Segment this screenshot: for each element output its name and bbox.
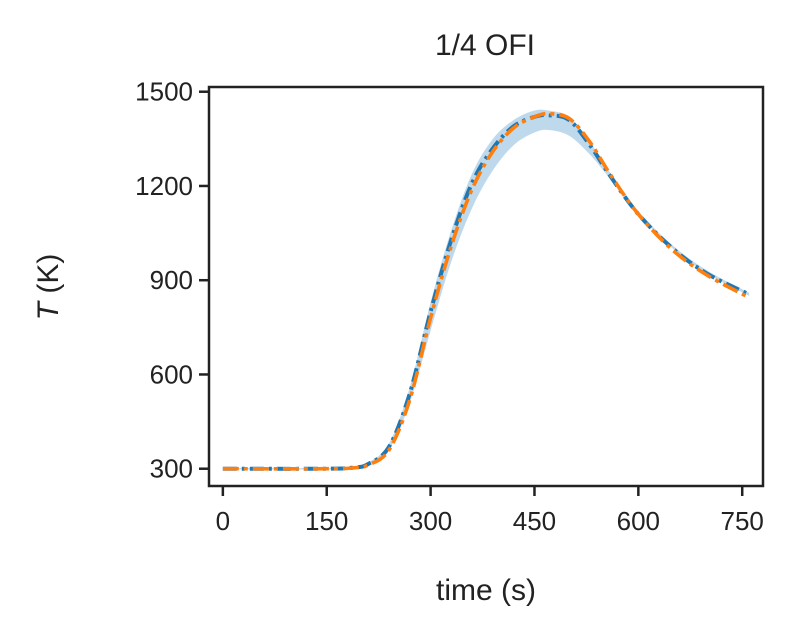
x-axis-ticks: 0 150 300 450 600 750 <box>216 486 764 536</box>
y-tick-label-1200: 1200 <box>135 171 193 201</box>
x-axis-title: time (s) <box>436 574 536 607</box>
x-tick-label-0: 0 <box>216 506 230 536</box>
y-axis-variable: T <box>32 299 65 320</box>
y-axis-ticks: 300 600 900 1200 1500 <box>135 77 209 484</box>
x-tick-label-750: 750 <box>721 506 764 536</box>
series-line-2 <box>222 111 750 471</box>
y-axis-unit: (K) <box>32 254 65 302</box>
x-tick-label-300: 300 <box>409 506 452 536</box>
x-tick-label-600: 600 <box>617 506 660 536</box>
y-tick-label-600: 600 <box>150 359 193 389</box>
uncertainty-band <box>222 109 750 470</box>
series-line-1 <box>222 113 751 471</box>
x-tick-label-150: 150 <box>305 506 348 536</box>
chart-title: 1/4 OFI <box>435 29 535 62</box>
y-tick-label-300: 300 <box>150 454 193 484</box>
uncertainty-band-layer <box>222 109 750 470</box>
y-tick-label-1500: 1500 <box>135 77 193 107</box>
y-tick-label-900: 900 <box>150 265 193 295</box>
x-tick-label-450: 450 <box>513 506 556 536</box>
plot-frame <box>207 85 765 488</box>
series-layer <box>222 111 751 471</box>
y-axis-title: T (K) <box>32 254 65 321</box>
